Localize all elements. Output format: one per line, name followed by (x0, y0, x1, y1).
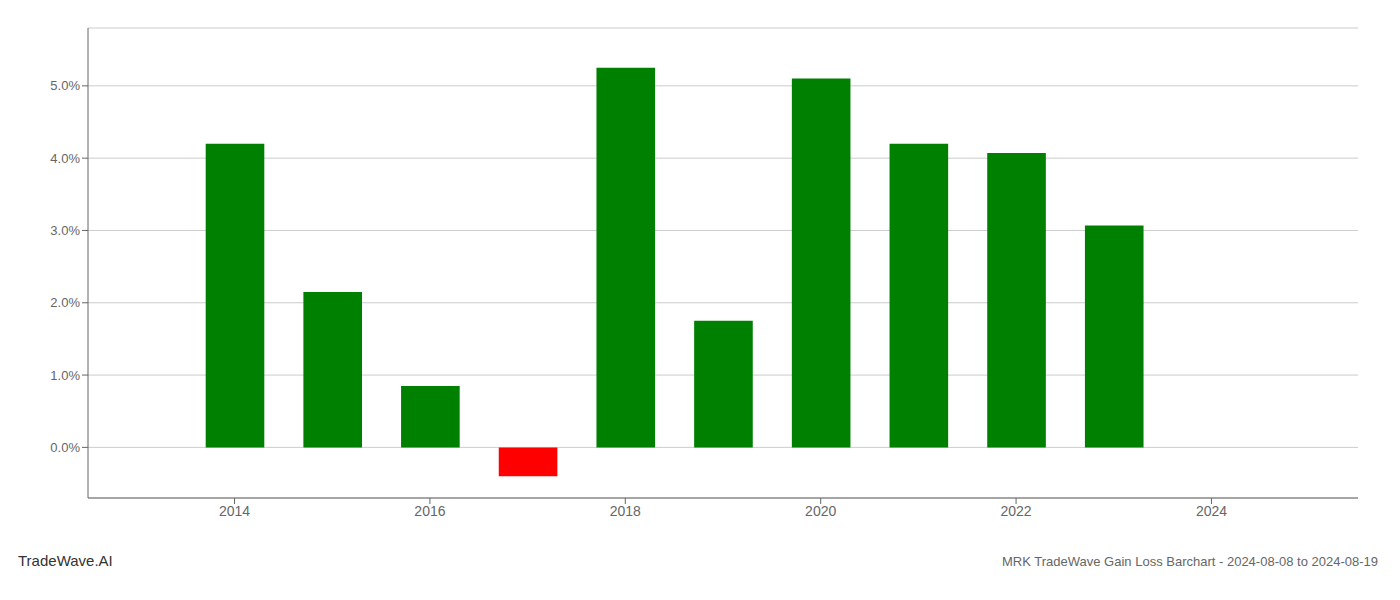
svg-text:5.0%: 5.0% (50, 78, 80, 93)
svg-text:2.0%: 2.0% (50, 295, 80, 310)
svg-text:3.0%: 3.0% (50, 223, 80, 238)
svg-text:2024: 2024 (1196, 503, 1227, 519)
svg-text:2016: 2016 (414, 503, 445, 519)
svg-text:2022: 2022 (1000, 503, 1031, 519)
html-text:TradeWave.AI: TradeWave.AI (18, 552, 113, 569)
svg-text:2018: 2018 (610, 503, 641, 519)
svg-text:0.0%: 0.0% (50, 440, 80, 455)
svg-text:4.0%: 4.0% (50, 151, 80, 166)
svg-text:2020: 2020 (805, 503, 836, 519)
html-text:MRK TradeWave Gain Loss Barcha: MRK TradeWave Gain Loss Barchart - 2024-… (1002, 554, 1378, 569)
svg-text:2014: 2014 (219, 503, 250, 519)
svg-text:1.0%: 1.0% (50, 368, 80, 383)
